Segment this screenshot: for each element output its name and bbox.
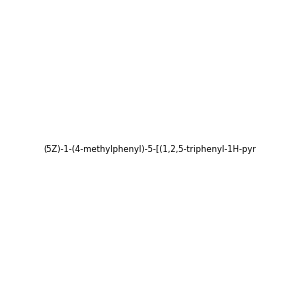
Text: (5Z)-1-(4-methylphenyl)-5-[(1,2,5-triphenyl-1H-pyr: (5Z)-1-(4-methylphenyl)-5-[(1,2,5-triphe…	[44, 146, 256, 154]
